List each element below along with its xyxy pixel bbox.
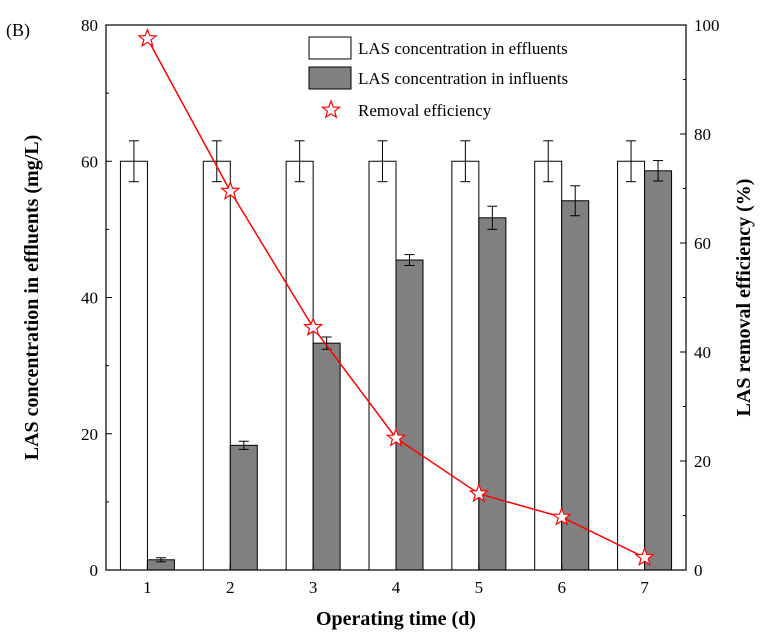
effluent-bar-7 — [617, 160, 646, 571]
influent-bar-5 — [478, 217, 507, 571]
influent-bar-4 — [395, 259, 424, 571]
y-right-tick-label-80: 80 — [694, 125, 711, 144]
y-left-tick-label-0: 0 — [90, 561, 99, 580]
y-right-tick-label-0: 0 — [694, 561, 703, 580]
removal-efficiency-point-5 — [468, 482, 490, 503]
legend-swatch-effluents — [308, 36, 352, 60]
x-tick-label-7: 7 — [640, 578, 649, 597]
y-right-tick-label-20: 20 — [694, 452, 711, 471]
x-tick-label-1: 1 — [143, 578, 152, 597]
panel-label: (B) — [6, 20, 30, 41]
x-tick-label-5: 5 — [475, 578, 484, 597]
removal-efficiency-point-3 — [302, 316, 324, 337]
influent-bar-7 — [644, 170, 673, 571]
plot-area — [119, 27, 673, 571]
removal-efficiency-point-1 — [137, 27, 158, 48]
influent-bar-6 — [561, 200, 590, 571]
influent-bar-3 — [312, 342, 341, 571]
y-left-tick-label-40: 40 — [81, 289, 98, 308]
y-right-tick-label-60: 60 — [694, 234, 711, 253]
axes: 1 2 3 4 5 6 7 0 20 40 60 80 0 20 40 60 80 100 Operating ti… — [21, 16, 755, 630]
y-right-tick-label-40: 40 — [694, 343, 711, 362]
y-left-tick-label-80: 80 — [81, 16, 98, 35]
effluent-bar-6 — [534, 160, 563, 571]
x-tick-label-4: 4 — [392, 578, 401, 597]
x-tick-label-6: 6 — [557, 578, 566, 597]
legend: LAS concentration in effluents LAS concen… — [308, 36, 568, 120]
removal-efficiency-point-4 — [385, 427, 407, 447]
legend-label-0: LAS concentration in effluents — [358, 39, 568, 58]
effluent-bar-1 — [119, 160, 148, 571]
removal-efficiency-point-2 — [220, 180, 241, 200]
influent-bar-2 — [229, 444, 258, 571]
x-tick-label-3: 3 — [309, 578, 318, 597]
y-left-axis-title: LAS concentration in effluents (mg/L) — [21, 135, 43, 461]
legend-swatch-influents — [308, 66, 352, 90]
x-axis-title: Operating time (d) — [316, 608, 476, 630]
removal-efficiency-point-6 — [551, 506, 572, 526]
legend-label-1: LAS concentration in influents — [358, 69, 568, 88]
effluent-bar-5 — [451, 160, 480, 571]
x-tick-label-2: 2 — [226, 578, 235, 597]
effluent-bar-4 — [368, 160, 397, 571]
effluent-bar-3 — [285, 160, 314, 571]
y-left-tick-label-20: 20 — [81, 425, 98, 444]
y-left-tick-label-60: 60 — [81, 152, 98, 171]
legend-swatch-removal-efficiency — [320, 99, 342, 119]
legend-label-2: Removal efficiency — [358, 101, 492, 120]
effluent-bar-2 — [202, 160, 231, 571]
removal-efficiency-point-7 — [634, 546, 655, 567]
y-right-axis-title: LAS removal efficiency (%) — [733, 179, 755, 417]
y-right-tick-label-100: 100 — [694, 16, 720, 35]
